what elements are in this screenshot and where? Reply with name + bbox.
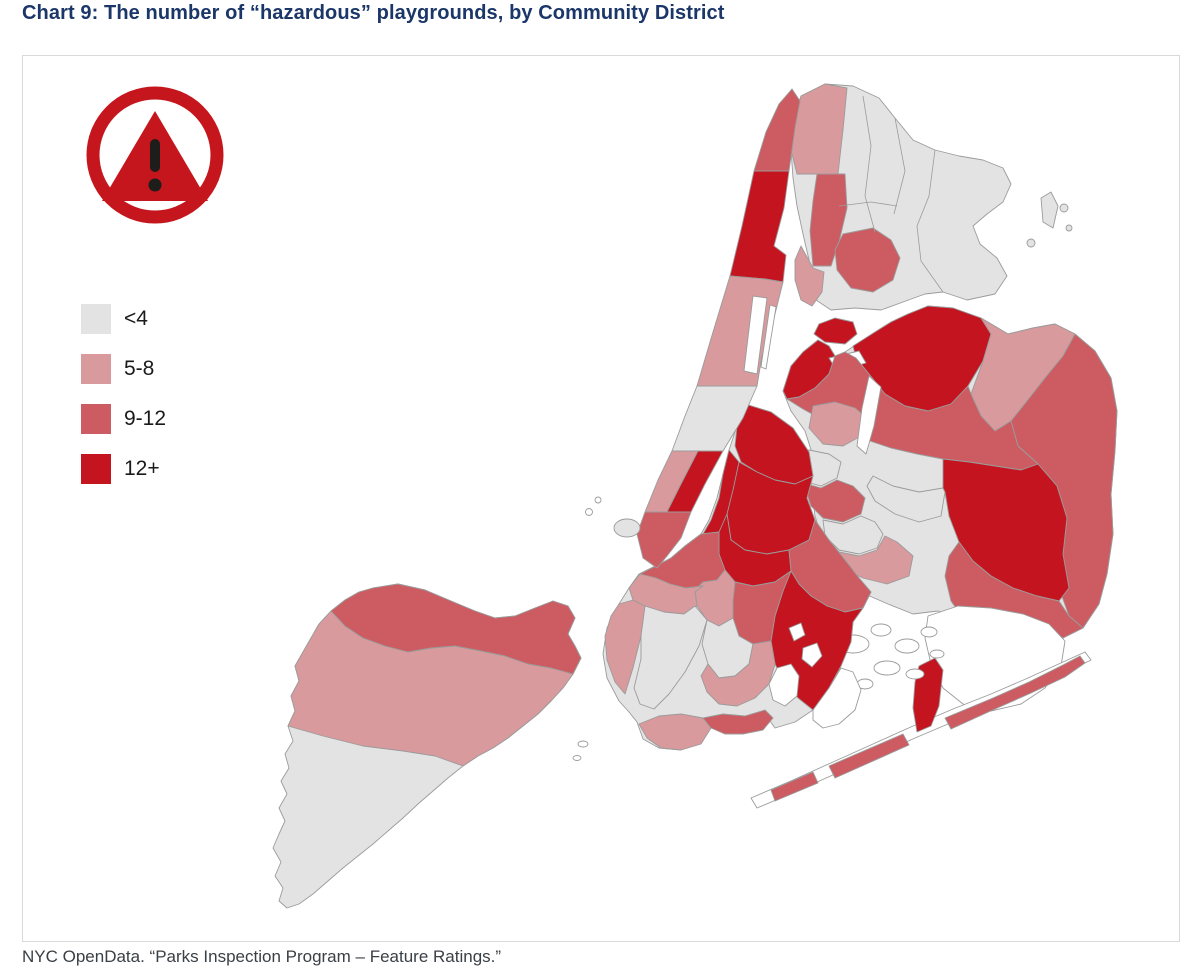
roosevelt-island xyxy=(760,304,777,370)
liberty-island xyxy=(585,508,593,516)
paerdegat-inlet xyxy=(788,622,806,642)
district-bx-riverdale xyxy=(790,83,848,175)
district-boundary-line xyxy=(862,95,876,233)
jamaica-bay-island xyxy=(929,649,945,659)
district-qn-eastern xyxy=(1010,333,1118,629)
district-qn-rockaway-west xyxy=(770,771,819,802)
legend-swatch-12plus xyxy=(81,454,111,484)
jamaica-bay-island xyxy=(905,668,925,680)
district-bk-bensonhurst xyxy=(633,605,708,710)
legend-label-5-8: 5-8 xyxy=(124,357,155,380)
source-citation: NYC OpenData. “Parks Inspection Program … xyxy=(22,947,502,966)
central-park xyxy=(743,295,768,375)
district-qn-rockaway-mid xyxy=(828,733,910,779)
ellis-island xyxy=(594,496,602,504)
governors-island xyxy=(613,518,641,538)
bronx-islet xyxy=(1059,203,1069,213)
legend-swatch-9-12 xyxy=(81,404,111,434)
mill-basin-inlet xyxy=(801,642,823,668)
rikers-island xyxy=(813,317,858,345)
district-boundary-line xyxy=(916,149,944,293)
district-boundary-line xyxy=(838,201,898,207)
nyc-community-district-map xyxy=(272,83,1118,909)
district-qn-woodhaven xyxy=(822,515,884,555)
district-bk-sheepshead-bay xyxy=(700,640,776,707)
district-bx-kingsbridge xyxy=(809,173,848,267)
marine-park xyxy=(768,663,800,707)
legend: <4 5-8 9-12 12+ xyxy=(81,304,166,504)
district-mn-harlem xyxy=(729,170,790,283)
district-bk-coney-island xyxy=(638,713,712,751)
legend-item-5-8: 5-8 xyxy=(81,354,166,384)
legend-label-12plus: 12+ xyxy=(124,457,160,480)
legend-swatch-lt4 xyxy=(81,304,111,334)
city-island xyxy=(1040,191,1059,229)
bronx-islet xyxy=(1026,238,1036,248)
district-mn-lower-manhattan xyxy=(636,511,692,569)
bronx-islet xyxy=(1065,224,1073,232)
jamaica-bay-island xyxy=(894,638,920,654)
district-bk-brighton-beach xyxy=(702,709,774,735)
floyd-bennett-field xyxy=(812,667,862,729)
swinburne-island xyxy=(572,755,582,761)
district-qn-central xyxy=(786,351,1039,471)
legend-swatch-5-8 xyxy=(81,354,111,384)
district-qn-fresh-meadows xyxy=(866,475,946,523)
hazard-warning-icon xyxy=(86,86,224,224)
district-qn-rockaway-east xyxy=(944,655,1086,730)
hazard-exclamation-dot xyxy=(148,178,162,192)
legend-item-lt4: <4 xyxy=(81,304,166,334)
district-si-north-shore xyxy=(330,583,582,675)
page-title: Chart 9: The number of “hazardous” playg… xyxy=(22,2,725,24)
legend-label-9-12: 9-12 xyxy=(124,407,167,430)
chart-panel: <4 5-8 9-12 12+ xyxy=(22,55,1180,942)
legend-label-lt4: <4 xyxy=(124,307,148,330)
hoffman-island xyxy=(577,740,589,748)
legend-item-9-12: 9-12 xyxy=(81,404,166,434)
district-qn-ridgewood xyxy=(806,479,866,523)
district-bk-bay-ridge xyxy=(604,599,646,695)
legend-item-12plus: 12+ xyxy=(81,454,166,484)
district-boundary-line xyxy=(893,117,906,215)
jamaica-bay-island xyxy=(873,660,901,676)
district-bx-soundview xyxy=(834,227,901,293)
jamaica-bay-island xyxy=(870,623,892,637)
jamaica-bay-island xyxy=(920,626,938,638)
district-bx-mott-haven xyxy=(794,245,825,307)
hazard-exclamation-bar xyxy=(150,139,160,172)
flushing-meadows-park xyxy=(856,375,882,455)
